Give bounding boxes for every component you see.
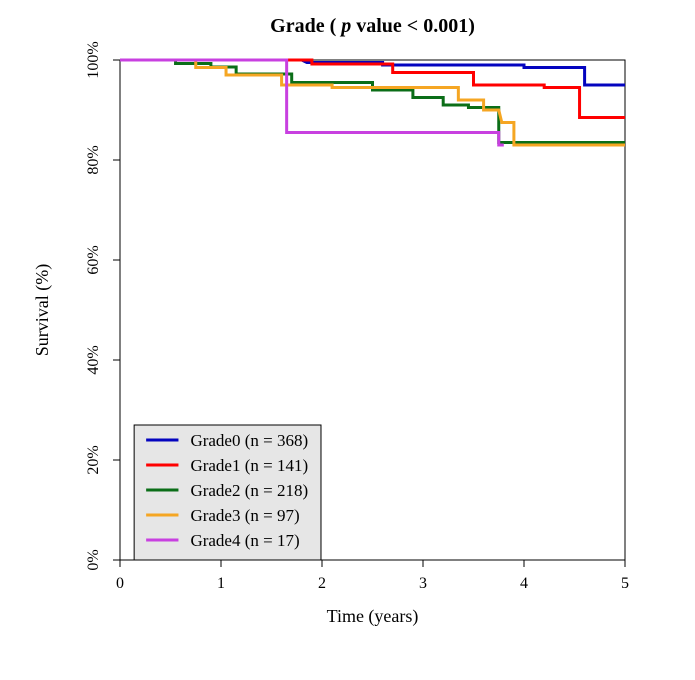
chart-svg: Grade ( p value < 0.001) 0 1 2 3 4 5 0% 20% 40% 60… (0, 0, 695, 680)
legend-label-Grade1: Grade1 (n = 141) (190, 456, 308, 475)
y-tick-label: 40% (85, 345, 102, 374)
km-survival-chart: Grade ( p value < 0.001) 0 1 2 3 4 5 0% 20% 40% 60… (0, 0, 695, 680)
y-tick-label: 100% (85, 41, 102, 78)
chart-title: Grade ( p value < 0.001) (270, 15, 475, 37)
y-tick-label: 20% (85, 445, 102, 474)
x-tick-label: 4 (520, 575, 528, 592)
legend-label-Grade3: Grade3 (n = 97) (190, 506, 299, 525)
y-tick-label: 80% (85, 145, 102, 174)
x-tick-label: 0 (116, 575, 124, 592)
legend-label-Grade2: Grade2 (n = 218) (190, 481, 308, 500)
x-tick-label: 3 (419, 575, 427, 592)
x-tick-label: 2 (318, 575, 326, 592)
y-tick-label: 0% (85, 549, 102, 570)
x-axis-label: Time (years) (327, 606, 419, 627)
x-tick-label: 5 (621, 575, 629, 592)
x-tick-label: 1 (217, 575, 225, 592)
y-tick-label: 60% (85, 245, 102, 274)
y-axis-label: Survival (%) (32, 264, 53, 356)
legend-label-Grade0: Grade0 (n = 368) (190, 431, 308, 450)
legend-label-Grade4: Grade4 (n = 17) (190, 531, 299, 550)
